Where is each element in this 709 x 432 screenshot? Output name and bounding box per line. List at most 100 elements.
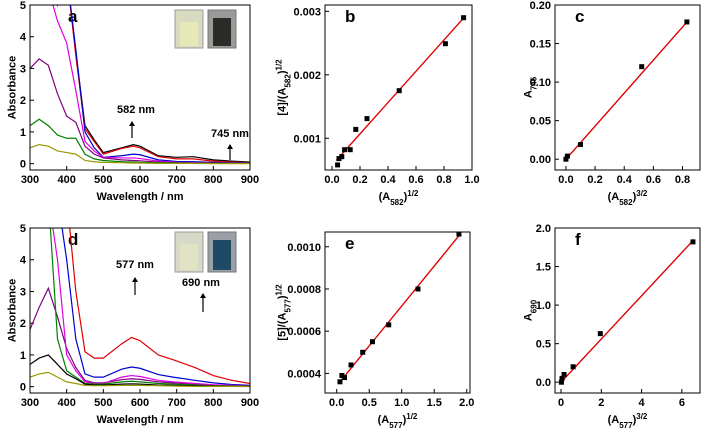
axis-title: [4]/(A582)1/2	[274, 59, 292, 116]
panel-label: b	[345, 7, 355, 26]
x-tick-label: 2.0	[459, 397, 474, 409]
data-point	[369, 339, 375, 345]
fit-line	[339, 233, 461, 383]
data-point	[597, 331, 603, 337]
plot-frame	[324, 4, 473, 171]
x-tick-label: 800	[204, 397, 222, 409]
axis-title-part: )	[633, 191, 637, 203]
x-tick-label: 1.5	[427, 397, 442, 409]
plot-frame	[29, 227, 251, 394]
data-point	[690, 239, 696, 245]
x-tick-label: 0.4	[617, 174, 633, 186]
axis-title-part: [5]/(A	[277, 312, 289, 340]
y-tick-label: 0.0008	[287, 284, 321, 296]
data-point	[339, 154, 345, 160]
data-point	[561, 371, 567, 377]
x-tick-label: 0.6	[646, 174, 661, 186]
x-tick-label: 0.8	[675, 174, 690, 186]
x-tick-label: 1.0	[394, 397, 409, 409]
data-point	[570, 364, 576, 370]
panel-label: c	[575, 7, 584, 26]
annotation: 582 nm	[117, 104, 155, 116]
axis-title-part: (A	[378, 414, 390, 426]
annotation-arrowhead	[200, 293, 206, 298]
axis-title-part: 582	[619, 198, 633, 207]
y-tick-label: 0.0006	[287, 326, 321, 338]
y-tick-label: 1	[20, 350, 26, 362]
axis-title-part: 582	[283, 74, 292, 88]
data-point	[337, 379, 343, 385]
curves	[30, 5, 250, 165]
axis-title-part: 577	[283, 299, 292, 313]
x-tick-label: 0.0	[558, 174, 573, 186]
data-point	[639, 64, 645, 70]
y-tick-label: 3	[20, 286, 26, 298]
axis-title: (A577)1/2	[378, 412, 418, 430]
fit-line	[565, 19, 689, 160]
y-tick-label: 0.20	[530, 0, 551, 12]
y-tick-label: 0.003	[293, 6, 321, 18]
axis-title: (A582)3/2	[608, 189, 648, 207]
spectrum-line	[49, 228, 250, 387]
annotation: 690 nm	[182, 277, 220, 289]
axis-title-part: [4]/(A	[277, 87, 289, 115]
x-tick-label: 500	[94, 174, 112, 186]
vial-liquid	[180, 244, 198, 270]
y-tick-label: 0.0010	[287, 242, 321, 254]
data-point	[336, 156, 342, 162]
x-tick-label: 600	[131, 397, 149, 409]
data-point	[348, 362, 354, 368]
annotation: 577 nm	[116, 259, 154, 271]
y-tick-label: 5	[20, 0, 26, 12]
spectrum-line	[69, 5, 250, 163]
axis-title-part: Absorbance	[7, 279, 19, 343]
axis-title: (A577)3/2	[608, 412, 648, 430]
plot-frame	[324, 231, 471, 394]
y-tick-label: 1.5	[536, 262, 551, 274]
plot-frame	[554, 227, 701, 394]
panel-label: a	[68, 7, 78, 26]
axis-title: Absorbance	[7, 279, 19, 343]
x-tick-label: 0.0	[329, 397, 344, 409]
annotation-arrowhead	[132, 277, 138, 282]
vial-liquid	[213, 240, 231, 270]
annotation: 745 nm	[211, 128, 249, 140]
data-point	[461, 15, 467, 21]
data-point	[559, 375, 565, 381]
y-tick-label: 0.0	[536, 377, 551, 389]
x-tick-label: 4	[639, 397, 646, 409]
vial-liquid	[213, 18, 231, 46]
data-point	[335, 162, 341, 168]
spectrum-line	[69, 228, 250, 385]
panel-label: d	[68, 230, 78, 249]
data-point	[342, 375, 348, 381]
y-tick-label: 0.001	[293, 133, 321, 145]
y-tick-label: 2	[20, 95, 26, 107]
axis-title-part: 3/2	[636, 189, 648, 198]
x-tick-label: 6	[679, 397, 685, 409]
axis-title-part: 577	[619, 421, 633, 430]
data-point	[364, 116, 370, 122]
x-tick-label: 0.2	[352, 174, 367, 186]
axis-title-part: )	[403, 414, 407, 426]
vial-photos	[174, 9, 237, 273]
spectrum-line	[30, 286, 250, 387]
annotation-arrowhead	[129, 121, 135, 126]
axis-title: Wavelength / nm	[97, 414, 184, 426]
data-point	[442, 41, 448, 47]
x-tick-label: 300	[21, 174, 39, 186]
axis-title-part: Wavelength / nm	[97, 191, 184, 203]
axis-title-part: )	[277, 295, 289, 299]
axis-title-part: 582	[390, 198, 404, 207]
axis-title-part: )	[277, 70, 289, 74]
axis-title-part: (A	[608, 191, 620, 203]
data-point	[347, 147, 353, 153]
x-tick-label: 500	[94, 397, 112, 409]
x-tick-label: 2	[598, 397, 604, 409]
axis-title-part: 1/2	[406, 412, 418, 421]
axis-title-part: 690	[529, 299, 538, 313]
y-tick-label: 2	[20, 318, 26, 330]
y-tick-label: 3	[20, 63, 26, 75]
axis-title-part: 577	[389, 421, 403, 430]
